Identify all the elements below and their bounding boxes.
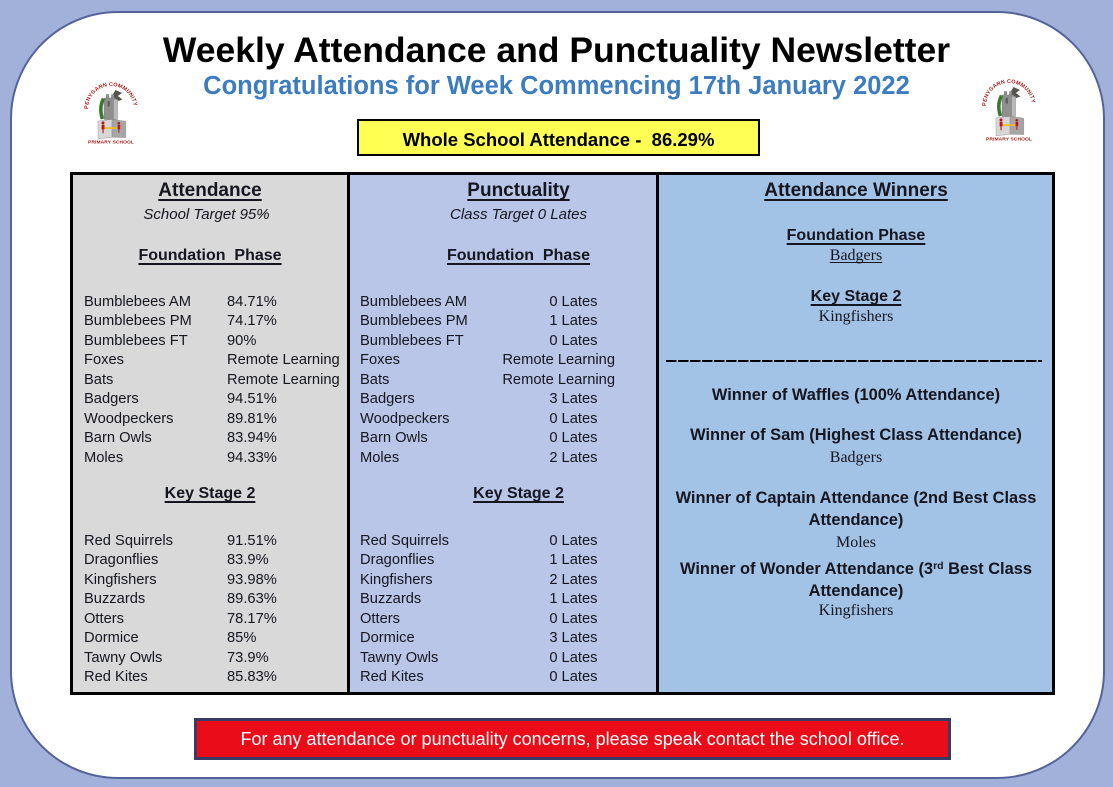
- svg-text:PRIMARY SCHOOL: PRIMARY SCHOOL: [88, 140, 134, 146]
